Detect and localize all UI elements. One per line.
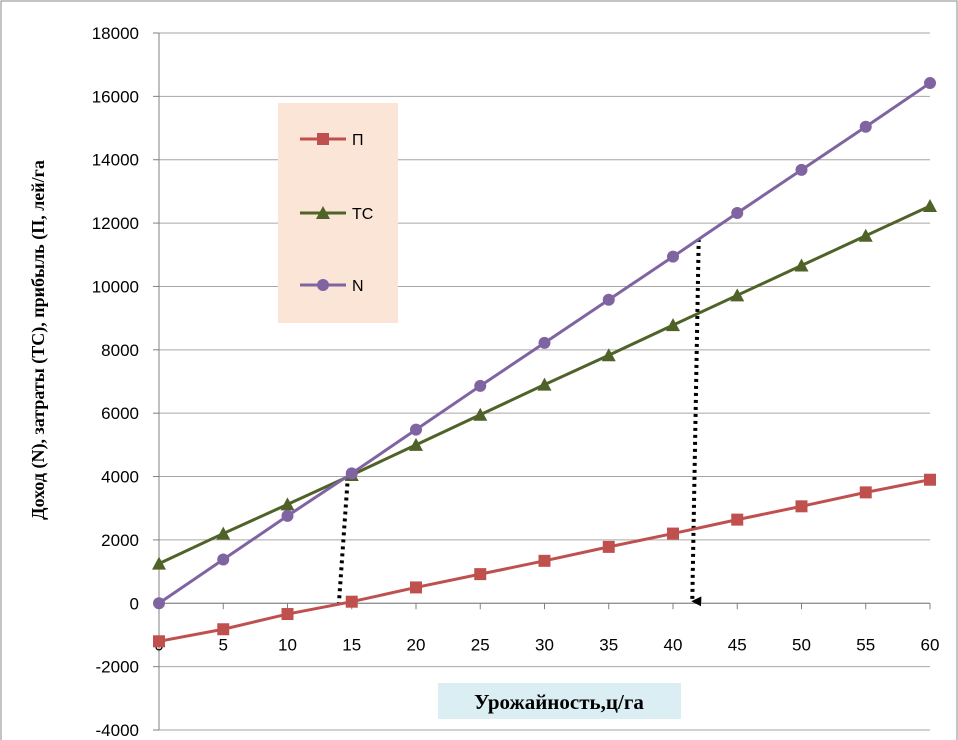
- data-point-circle: [667, 250, 679, 263]
- axes: [153, 32, 931, 731]
- data-point-square: [410, 581, 422, 594]
- y-tick-label: -2000: [96, 658, 139, 677]
- data-point-triangle: [409, 437, 423, 451]
- x-tick-label: 15: [342, 635, 361, 654]
- series-group: [152, 77, 937, 648]
- data-point-square: [924, 473, 936, 486]
- data-point-triangle: [216, 526, 231, 540]
- data-point-triangle: [152, 556, 166, 570]
- data-point-triangle: [730, 288, 745, 302]
- data-point-circle: [217, 553, 230, 566]
- dotted-line: [336, 476, 350, 604]
- y-axis-label: Доход (N), затраты (TC), прибыль (П, лей…: [28, 160, 49, 520]
- x-tick-label: 10: [278, 635, 297, 654]
- y-tick-label: 10000: [92, 277, 139, 296]
- y-tick-label: 12000: [92, 214, 139, 233]
- x-axis-title-background: [438, 683, 681, 719]
- x-tick-label: 45: [728, 635, 747, 654]
- data-point-circle: [859, 120, 872, 133]
- legend-item-N: N: [300, 278, 364, 295]
- x-tick-label: 55: [856, 635, 875, 654]
- x-axis-title: Урожайность,ц/га: [438, 683, 681, 719]
- data-point-triangle: [794, 258, 809, 272]
- data-point-circle: [281, 509, 294, 522]
- data-point-circle: [474, 379, 487, 392]
- data-point-square: [602, 540, 615, 553]
- x-tick-label: 20: [407, 635, 426, 654]
- y-tick-label: -4000: [96, 721, 139, 740]
- y-tick-label: 8000: [101, 341, 139, 360]
- data-point-square: [859, 486, 872, 499]
- data-point-square: [667, 527, 679, 540]
- y-tick-label: 4000: [101, 468, 139, 487]
- data-point-circle: [317, 279, 329, 291]
- data-point-triangle: [923, 198, 937, 212]
- x-tick-label: 35: [599, 635, 618, 654]
- data-point-square: [731, 513, 744, 526]
- data-point-triangle: [316, 206, 330, 219]
- series-N: [153, 77, 936, 610]
- y-tick-label: 0: [130, 594, 139, 613]
- legend-label: TC: [352, 206, 373, 223]
- data-point-square: [317, 133, 329, 145]
- data-point-triangle: [601, 348, 616, 362]
- data-point-circle: [345, 467, 358, 480]
- data-point-circle: [410, 423, 422, 436]
- y-tick-label: 2000: [101, 531, 139, 550]
- data-point-triangle: [537, 377, 552, 391]
- x-tick-label: 30: [535, 635, 554, 654]
- x-tick-label: 60: [921, 635, 940, 654]
- x-tick-label: 50: [792, 635, 811, 654]
- annotations: [336, 238, 702, 607]
- y-tick-label: 6000: [101, 404, 139, 423]
- data-point-square: [281, 608, 294, 621]
- legend-item-TC: TC: [300, 206, 373, 223]
- data-point-circle: [924, 77, 936, 90]
- legend-item-П: П: [300, 132, 364, 149]
- series-П: [153, 473, 936, 648]
- x-tick-label: 40: [664, 635, 683, 654]
- data-point-circle: [538, 336, 551, 349]
- y-tick-label: 18000: [92, 24, 139, 43]
- data-point-circle: [602, 293, 615, 306]
- data-point-circle: [731, 206, 744, 219]
- data-point-square: [345, 595, 358, 608]
- data-point-circle: [795, 163, 808, 176]
- dotted-arrow: [690, 238, 702, 607]
- legend: П TC N: [278, 103, 398, 323]
- data-point-triangle: [666, 318, 680, 332]
- data-point-triangle: [280, 497, 295, 511]
- y-tick-label: 16000: [92, 87, 139, 106]
- legend-label: N: [352, 278, 364, 295]
- data-point-square: [217, 623, 230, 636]
- x-tick-label: 5: [219, 635, 228, 654]
- y-tick-label: 14000: [92, 151, 139, 170]
- x-axis-label: Урожайность,ц/га: [474, 690, 644, 714]
- data-point-triangle: [858, 228, 873, 242]
- data-point-square: [153, 635, 165, 648]
- y-tick-labels: -4000 -2000 0 2000 4000 6000 8000 10000 12000 140…: [92, 24, 139, 740]
- legend-label: П: [352, 132, 364, 149]
- series-TC: [152, 198, 937, 570]
- x-tick-label: 25: [471, 635, 490, 654]
- data-point-triangle: [473, 407, 488, 421]
- data-point-square: [795, 500, 808, 513]
- data-point-circle: [153, 597, 165, 610]
- data-point-square: [474, 568, 487, 581]
- data-point-square: [538, 554, 551, 567]
